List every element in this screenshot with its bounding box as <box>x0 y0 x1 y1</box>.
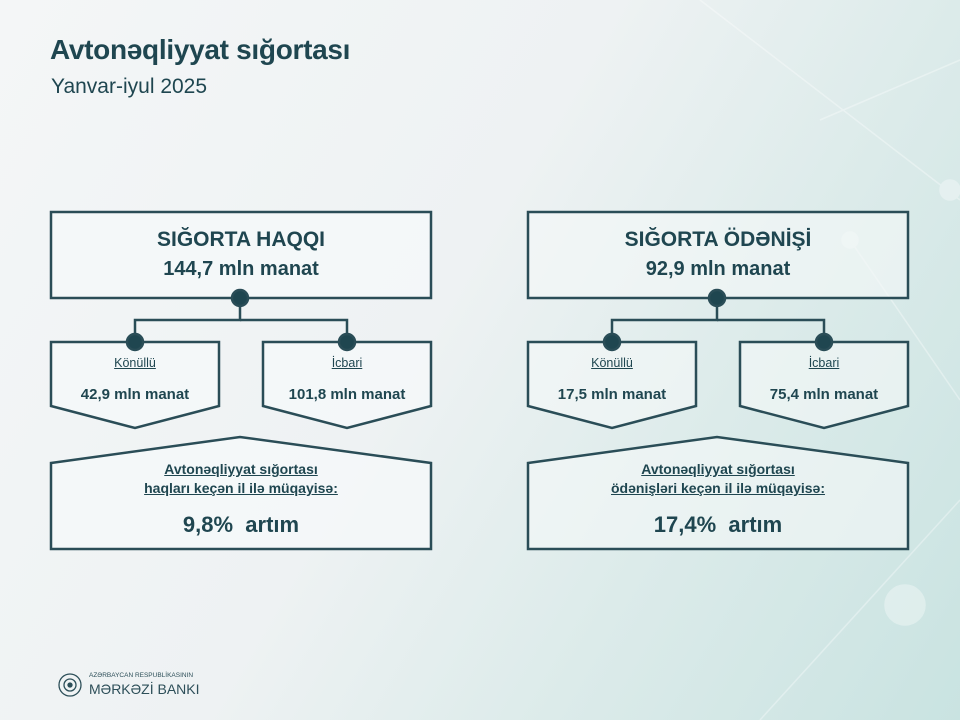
connector-dot <box>602 332 622 352</box>
payments-change: 17,4% artım <box>653 512 783 537</box>
voluntary-label: Könüllü <box>114 356 156 370</box>
voluntary-label: Könüllü <box>591 356 633 370</box>
connector <box>133 298 242 342</box>
emblem-icon <box>58 673 82 697</box>
premiums-diagram <box>49 210 433 551</box>
voluntary-value: 42,9 mln manat <box>80 386 190 403</box>
page-title: Avtonəqliyyat sığortası <box>50 34 351 65</box>
compulsory-value: 101,8 mln manat <box>288 386 406 403</box>
logo-line2: MƏRKƏZİ BANKI <box>89 681 200 697</box>
compulsory-box <box>261 340 433 430</box>
logo-line1: AZƏRBAYCAN RESPUBLİKASININ <box>89 672 194 679</box>
connector-dot <box>707 288 727 308</box>
connector <box>717 318 826 342</box>
premiums-total: 144,7 mln manat <box>163 258 319 280</box>
comparison-label-line2: haqları keçən il ilə müqayisə: <box>144 480 338 496</box>
compulsory-label: İcbari <box>808 356 840 370</box>
premiums-title: SIĞORTA HAQQI <box>157 228 325 251</box>
compulsory-box <box>738 340 910 430</box>
connector-dot <box>337 332 357 352</box>
payments-title: SIĞORTA ÖDƏNİŞİ <box>624 228 812 251</box>
premiums-total-box <box>49 210 433 300</box>
voluntary-box <box>526 340 698 430</box>
comparison-box <box>526 435 910 551</box>
comparison-label-line1: Avtonəqliyyat sığortası <box>164 461 318 477</box>
payments-diagram <box>526 210 910 551</box>
payments-total: 92,9 mln manat <box>645 258 791 280</box>
connector-dot <box>125 332 145 352</box>
comparison-box <box>49 435 433 551</box>
payments-total-box <box>526 210 910 300</box>
connector-dot <box>814 332 834 352</box>
connector <box>610 298 719 342</box>
connector <box>240 318 349 342</box>
compulsory-label: İcbari <box>331 356 363 370</box>
page-subtitle: Yanvar-iyul 2025 <box>51 75 208 98</box>
connector-dot <box>230 288 250 308</box>
premiums-change: 9,8% artım <box>182 512 300 537</box>
voluntary-box <box>49 340 221 430</box>
compulsory-value: 75,4 mln manat <box>769 386 879 403</box>
comparison-label-line2: ödənişləri keçən il ilə müqayisə: <box>611 480 825 496</box>
voluntary-value: 17,5 mln manat <box>557 386 667 403</box>
comparison-label-line1: Avtonəqliyyat sığortası <box>641 461 795 477</box>
